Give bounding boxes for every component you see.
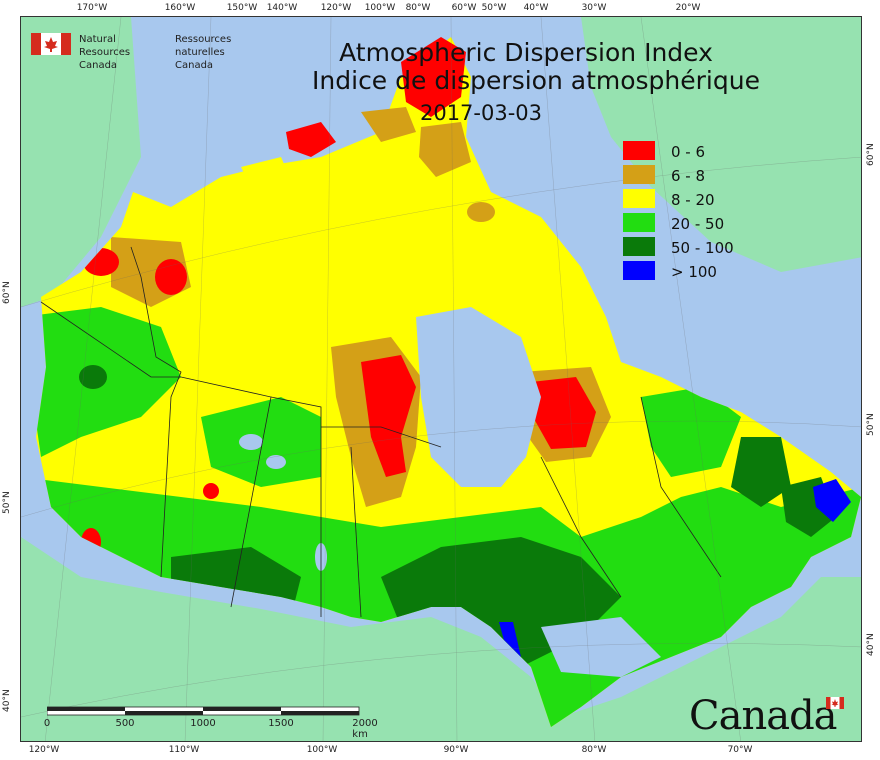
zone-50-100 bbox=[561, 583, 601, 611]
agency-fr-line1: Ressources naturelles bbox=[175, 34, 232, 58]
scale-label: 500 bbox=[115, 718, 135, 729]
lon-tick-label: 40°W bbox=[523, 3, 549, 13]
lat-tick-label: 50°N bbox=[2, 491, 12, 514]
lat-tick-label: 60°N bbox=[866, 143, 876, 166]
agency-fr-line2: Canada bbox=[175, 60, 214, 71]
agency-en-line1: Natural Resources bbox=[79, 34, 131, 58]
arctic-island bbox=[361, 107, 416, 142]
lat-tick-label: 50°N bbox=[866, 413, 876, 436]
legend-label: 20 - 50 bbox=[671, 215, 725, 233]
canada-flag-icon bbox=[31, 33, 71, 55]
alaska-landmass bbox=[21, 17, 141, 307]
greenland-landmass bbox=[581, 17, 861, 272]
wordmark-flag-icon bbox=[826, 697, 844, 709]
zone-20-50 bbox=[641, 387, 741, 477]
scale-label: 2000 km bbox=[352, 718, 378, 740]
map-title-fr: Indice de dispersion atmosphérique bbox=[312, 66, 760, 95]
lon-tick-label: 100°W bbox=[306, 745, 338, 755]
lon-tick-label: 90°W bbox=[443, 745, 469, 755]
canada-wordmark: Canada bbox=[689, 693, 844, 739]
arctic-island bbox=[321, 202, 386, 267]
legend-label: > 100 bbox=[671, 263, 717, 281]
lat-tick-label: 40°N bbox=[866, 633, 876, 656]
great-lakes bbox=[541, 617, 661, 677]
scale-bar-graphic bbox=[47, 706, 360, 716]
lat-tick-label: 60°N bbox=[2, 281, 12, 304]
arctic-island-ellesmere bbox=[401, 37, 466, 117]
lake bbox=[266, 455, 286, 469]
usa-landmass bbox=[21, 537, 861, 741]
lon-tick-label: 80°W bbox=[405, 3, 431, 13]
map-title-en: Atmospheric Dispersion Index bbox=[339, 38, 713, 67]
lon-tick-label: 140°W bbox=[266, 3, 298, 13]
lon-tick-label: 150°W bbox=[226, 3, 258, 13]
wordmark-text: Canada bbox=[689, 693, 838, 739]
hudson-bay bbox=[416, 307, 541, 487]
zone-over-100 bbox=[499, 622, 521, 659]
legend-swatch bbox=[623, 213, 655, 232]
zone-0-6 bbox=[531, 377, 596, 449]
zone-0-6 bbox=[155, 259, 187, 295]
legend-swatch bbox=[623, 261, 655, 280]
lat-tick-label: 40°N bbox=[2, 689, 12, 712]
scale-label: 1500 bbox=[268, 718, 294, 729]
zone-50-100 bbox=[731, 437, 791, 507]
lon-tick-label: 100°W bbox=[364, 3, 396, 13]
map-date: 2017-03-03 bbox=[419, 101, 543, 125]
lon-tick-label: 170°W bbox=[76, 3, 108, 13]
arctic-island bbox=[311, 162, 366, 212]
legend-label: 6 - 8 bbox=[671, 167, 706, 185]
agency-name-en: Natural Resources Canada bbox=[79, 33, 130, 72]
legend-swatch bbox=[623, 237, 655, 256]
province-boundaries bbox=[40, 246, 722, 618]
graticule-lines bbox=[21, 17, 861, 741]
legend-swatch bbox=[623, 165, 655, 184]
arctic-island bbox=[286, 122, 336, 157]
lon-tick-label: 120°W bbox=[320, 3, 352, 13]
zone-0-6 bbox=[81, 528, 101, 556]
agency-name-fr: Ressources naturelles Canada bbox=[175, 33, 231, 72]
lon-tick-label: 120°W bbox=[28, 745, 60, 755]
legend-label: 0 - 6 bbox=[671, 143, 706, 161]
legend-swatch bbox=[623, 141, 655, 160]
lon-tick-label: 160°W bbox=[164, 3, 196, 13]
zone-0-6 bbox=[361, 355, 416, 477]
arctic-island bbox=[467, 202, 495, 222]
arctic-island bbox=[241, 157, 296, 207]
lon-tick-label: 30°W bbox=[581, 3, 607, 13]
zone-0-6 bbox=[203, 483, 219, 499]
scale-label: 1000 bbox=[190, 718, 216, 729]
legend-label: 50 - 100 bbox=[671, 239, 734, 257]
arctic-island bbox=[419, 122, 471, 177]
agency-en-line2: Canada bbox=[79, 60, 118, 71]
lon-tick-label: 110°W bbox=[168, 745, 200, 755]
zone-50-100 bbox=[79, 365, 107, 389]
legend-label: 8 - 20 bbox=[671, 191, 715, 209]
legend-swatch bbox=[623, 189, 655, 208]
lake bbox=[239, 434, 263, 450]
dispersion-map bbox=[21, 17, 861, 741]
map-canvas: Natural Resources Canada Ressources natu… bbox=[20, 16, 862, 742]
scale-label: 0 bbox=[43, 718, 51, 729]
lon-tick-label: 60°W bbox=[451, 3, 477, 13]
zone-over-100 bbox=[813, 479, 851, 522]
zone-0-6 bbox=[83, 248, 119, 276]
lon-tick-label: 70°W bbox=[727, 745, 753, 755]
lon-tick-label: 50°W bbox=[481, 3, 507, 13]
lon-tick-label: 80°W bbox=[581, 745, 607, 755]
lon-tick-label: 20°W bbox=[675, 3, 701, 13]
